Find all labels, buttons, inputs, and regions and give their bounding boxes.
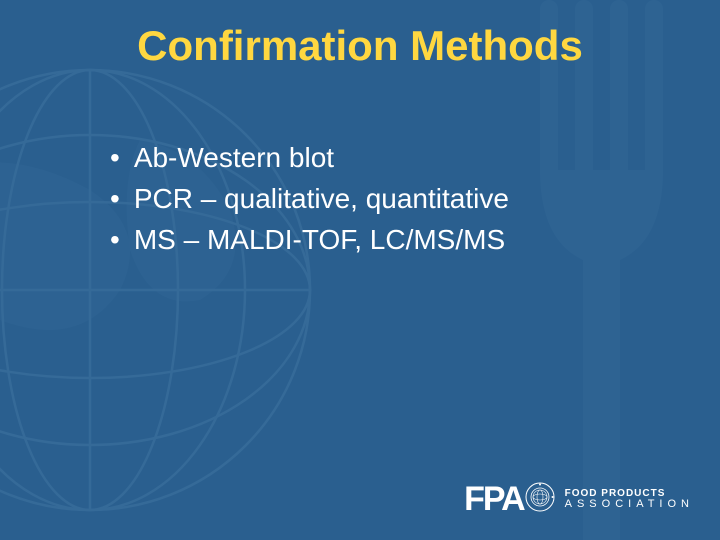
bullet-list: • Ab-Western blot • PCR – qualitative, q…	[110, 140, 509, 263]
footer-logo: FPA FOOD PRODUCTS ASSOCIATION	[464, 482, 694, 516]
bullet-marker-icon: •	[110, 140, 120, 175]
list-item: • PCR – qualitative, quantitative	[110, 181, 509, 216]
bullet-marker-icon: •	[110, 181, 120, 216]
org-name-line2: ASSOCIATION	[565, 498, 694, 510]
slide-title: Confirmation Methods	[0, 22, 720, 70]
seal-icon	[525, 482, 555, 512]
list-item: • Ab-Western blot	[110, 140, 509, 175]
globe-watermark-icon	[0, 60, 320, 520]
bullet-text: PCR – qualitative, quantitative	[134, 181, 509, 216]
bullet-text: MS – MALDI-TOF, LC/MS/MS	[134, 222, 505, 257]
logo-text: FOOD PRODUCTS ASSOCIATION	[565, 488, 694, 510]
slide: Confirmation Methods • Ab-Western blot •…	[0, 0, 720, 540]
list-item: • MS – MALDI-TOF, LC/MS/MS	[110, 222, 509, 257]
fork-watermark-icon	[460, 0, 720, 540]
logo-mark: FPA	[464, 482, 554, 516]
bullet-marker-icon: •	[110, 222, 120, 257]
bullet-text: Ab-Western blot	[134, 140, 334, 175]
logo-acronym: FPA	[464, 482, 523, 516]
